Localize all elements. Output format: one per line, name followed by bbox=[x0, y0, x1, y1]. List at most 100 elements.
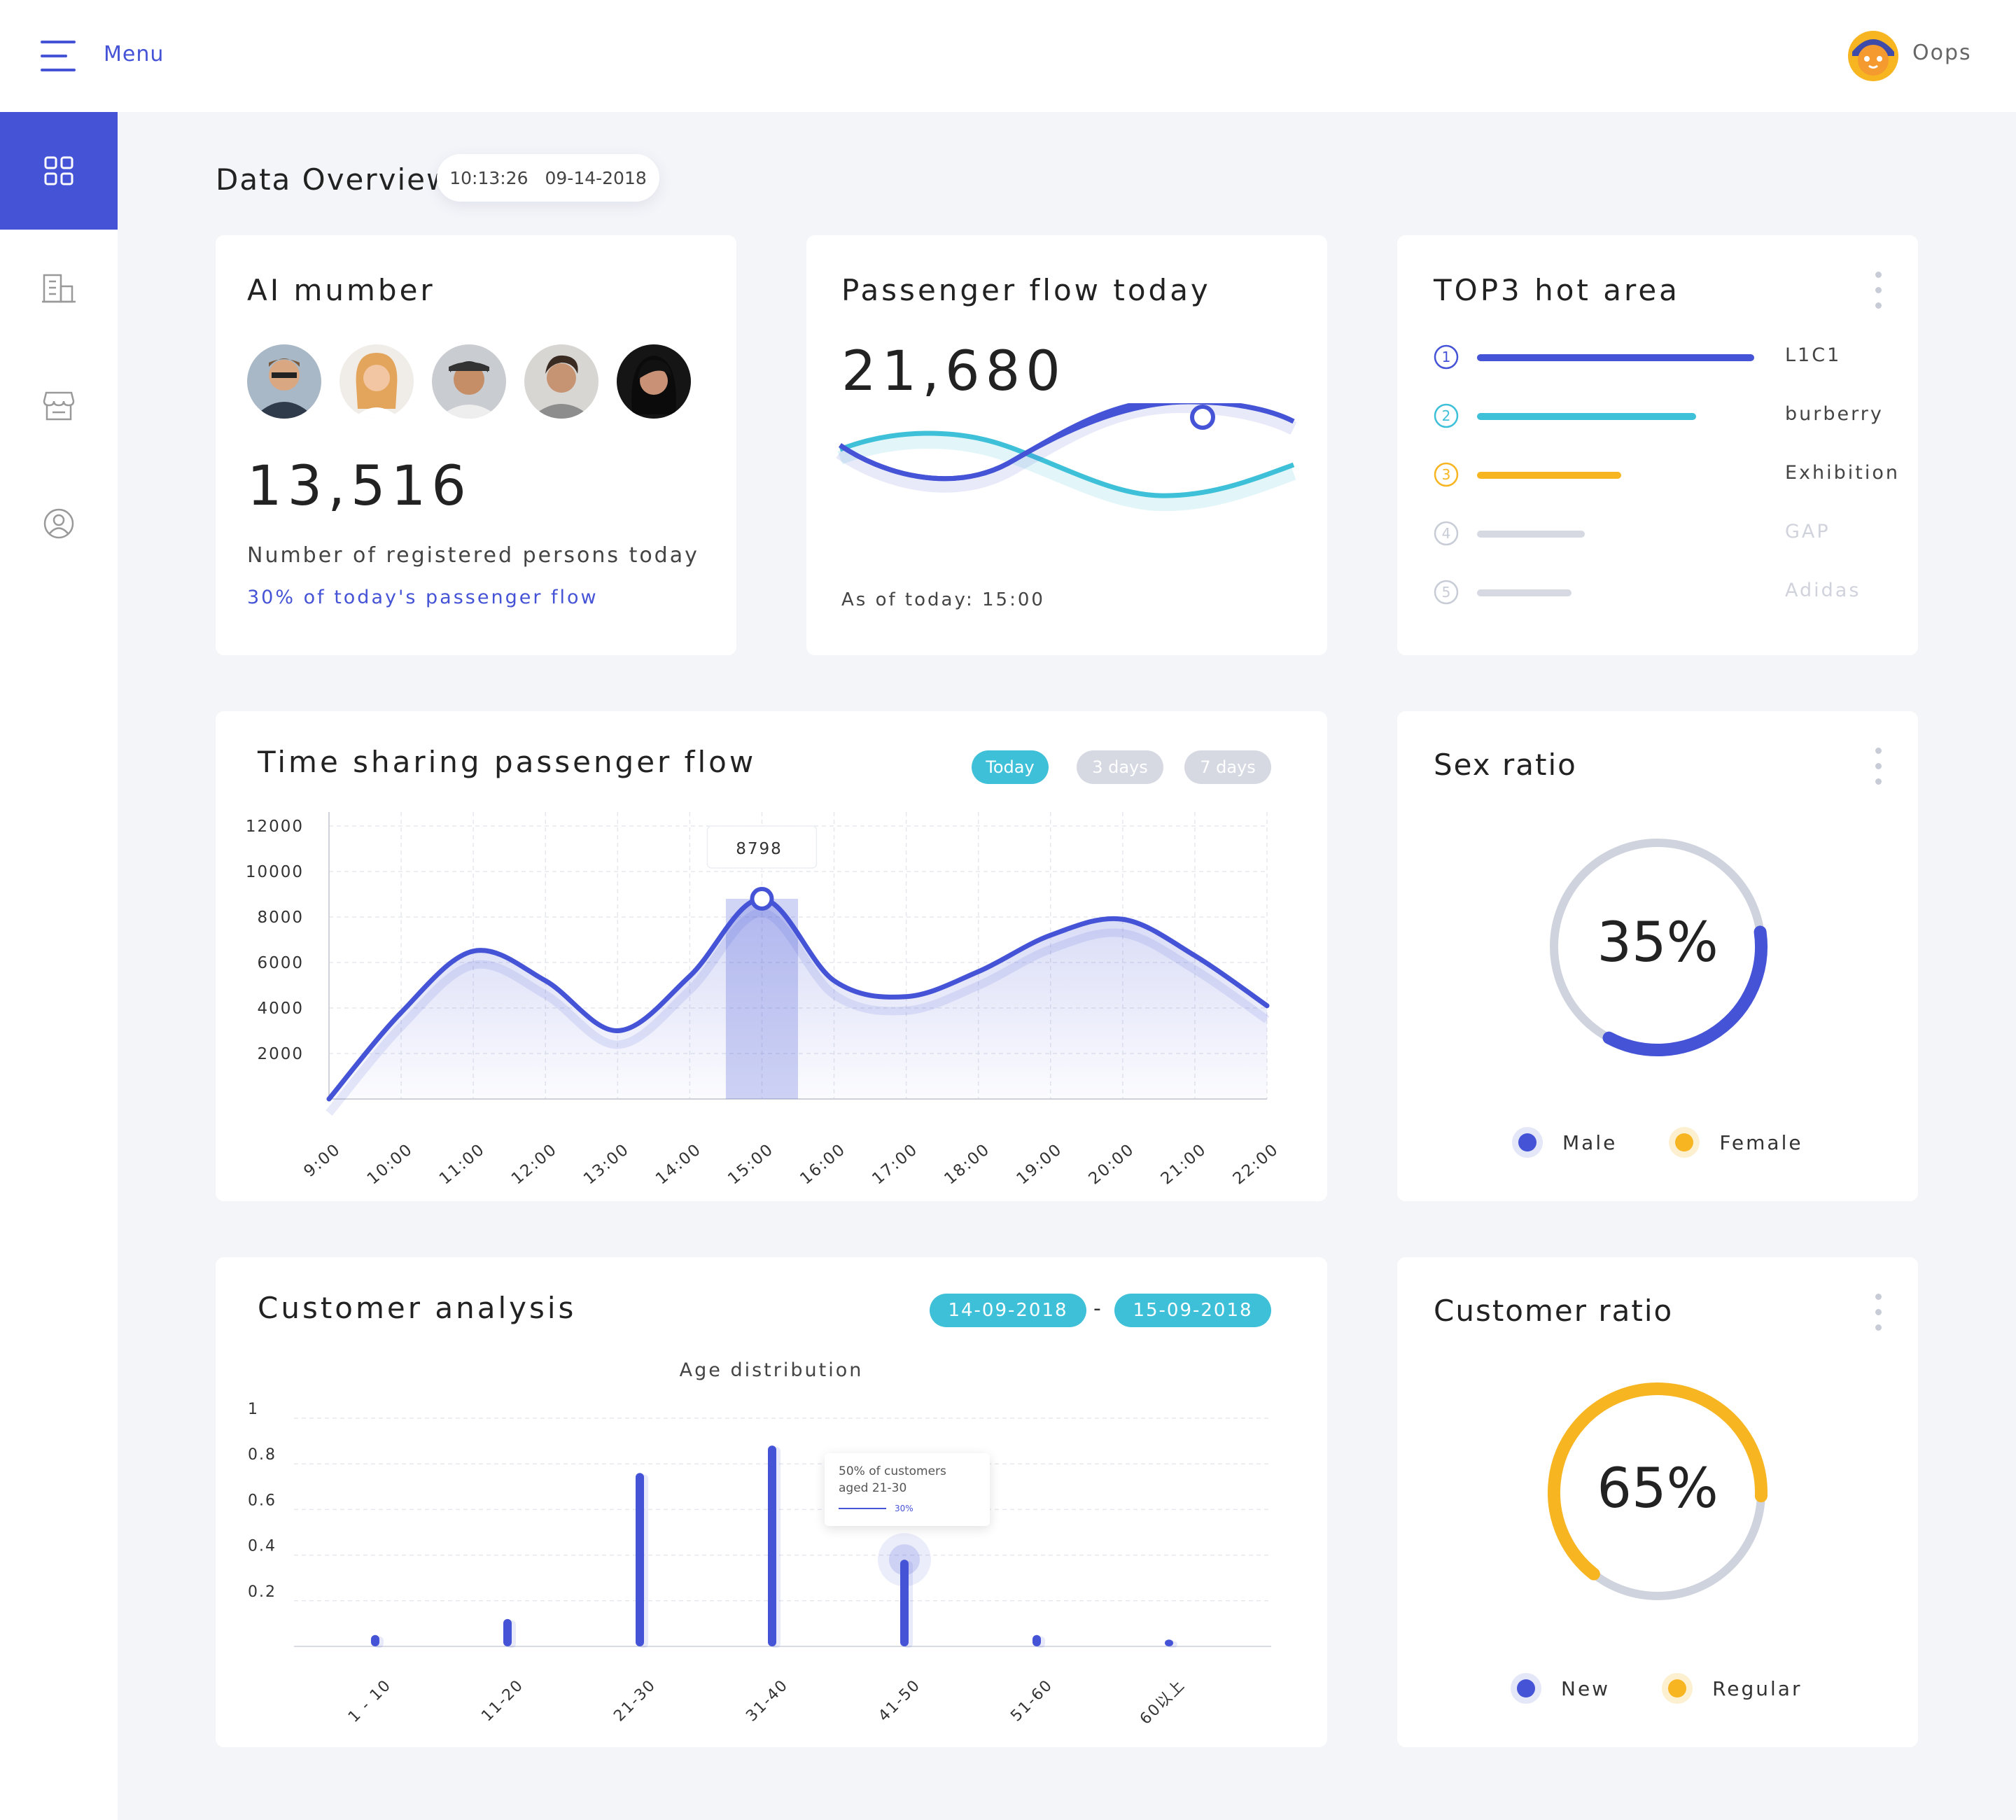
legend-item-regular: Regular bbox=[1662, 1673, 1802, 1704]
avatar[interactable] bbox=[617, 344, 691, 419]
hot-area-row[interactable]: 5 Adidas bbox=[1432, 578, 1894, 609]
rank-label: Adidas bbox=[1785, 580, 1861, 601]
user-name[interactable]: Oops bbox=[1912, 41, 1972, 65]
highlight-point bbox=[750, 887, 774, 911]
rank-bar bbox=[1477, 531, 1585, 538]
sidebar-item-dashboard[interactable] bbox=[0, 112, 118, 230]
timestamp-pill: 10:13:26 09-14-2018 bbox=[437, 154, 659, 202]
legend-dot-male bbox=[1512, 1127, 1543, 1158]
sidebar-item-user[interactable] bbox=[0, 465, 118, 582]
sidebar bbox=[0, 112, 118, 1820]
series-line bbox=[326, 896, 1270, 1102]
bar bbox=[636, 1473, 644, 1646]
tab-today[interactable]: Today bbox=[972, 750, 1049, 784]
hot-area-row[interactable]: 1 L1C1 bbox=[1432, 343, 1894, 374]
avatar[interactable] bbox=[432, 344, 506, 419]
avatar[interactable] bbox=[524, 344, 598, 419]
customer-ratio-donut bbox=[1548, 1382, 1768, 1600]
flow-marker[interactable] bbox=[1182, 403, 1224, 431]
current-date: 09-14-2018 bbox=[545, 167, 647, 188]
rank-bar bbox=[1477, 472, 1621, 479]
svg-text:4: 4 bbox=[1442, 525, 1451, 542]
tab-3-days[interactable]: 3 days bbox=[1077, 750, 1163, 784]
legend-item-female: Female bbox=[1669, 1127, 1802, 1158]
ai-number-value: 13,516 bbox=[247, 455, 472, 518]
rank-bar bbox=[1477, 354, 1754, 361]
store-icon bbox=[43, 391, 75, 421]
sidebar-item-store[interactable] bbox=[0, 347, 118, 465]
rank-badge: 5 bbox=[1434, 580, 1459, 605]
more-menu-icon[interactable] bbox=[1875, 748, 1882, 787]
y-tick-label: 4000 bbox=[257, 1000, 304, 1018]
legend-dot-new bbox=[1511, 1673, 1541, 1704]
top-bar: Menu Oops bbox=[0, 0, 2016, 112]
chart-tooltip bbox=[706, 825, 818, 869]
rank-badge: 1 bbox=[1434, 344, 1459, 370]
x-tick-label: 9:00 bbox=[300, 1140, 344, 1181]
passenger-flow-sparkline bbox=[836, 403, 1297, 512]
page-title: Data Overview bbox=[216, 162, 452, 197]
legend-dot-regular bbox=[1662, 1673, 1693, 1704]
avatar[interactable] bbox=[340, 344, 414, 419]
legend-label: Regular bbox=[1712, 1676, 1802, 1700]
x-tick-label: 41-50 bbox=[875, 1676, 924, 1726]
card-title: Sex ratio bbox=[1434, 748, 1577, 782]
hot-area-row[interactable]: 2 burberry bbox=[1432, 402, 1894, 433]
flow-footer: As of today: 15:00 bbox=[841, 589, 1045, 610]
y-tick-label: 8000 bbox=[257, 909, 304, 927]
legend-item-male: Male bbox=[1512, 1127, 1617, 1158]
date-from-pill[interactable]: 14-09-2018 bbox=[930, 1294, 1086, 1327]
card-title: Customer analysis bbox=[258, 1291, 577, 1325]
legend-label: Female bbox=[1719, 1130, 1803, 1154]
card-title: Customer ratio bbox=[1434, 1294, 1674, 1328]
ai-number-card: AI mumber 13,516 Number of registered pe… bbox=[216, 235, 736, 655]
x-tick-label: 51-60 bbox=[1007, 1676, 1056, 1726]
menu-label[interactable]: Menu bbox=[104, 42, 164, 66]
sidebar-item-building[interactable] bbox=[0, 230, 118, 347]
x-tick-label: 14:00 bbox=[652, 1140, 705, 1189]
menu-icon[interactable] bbox=[41, 41, 76, 71]
passenger-flow-link[interactable]: 30% of today's passenger flow bbox=[247, 587, 598, 608]
more-menu-icon[interactable] bbox=[1875, 272, 1882, 311]
legend-dot-female bbox=[1669, 1127, 1700, 1158]
bar bbox=[768, 1446, 776, 1646]
bar bbox=[1032, 1634, 1041, 1646]
tab-7-days[interactable]: 7 days bbox=[1184, 750, 1271, 784]
bar bbox=[371, 1634, 379, 1646]
customer-ratio-legend: New Regular bbox=[1511, 1673, 1802, 1704]
rank-bar bbox=[1477, 589, 1572, 596]
line-shadow bbox=[326, 908, 1270, 1116]
user-avatar[interactable] bbox=[1848, 31, 1898, 81]
x-tick-label: 11:00 bbox=[436, 1140, 489, 1189]
building-icon bbox=[42, 274, 76, 303]
date-to-pill[interactable]: 15-09-2018 bbox=[1114, 1294, 1271, 1327]
sex-ratio-legend: Male Female bbox=[1512, 1127, 1803, 1158]
svg-text:2: 2 bbox=[1442, 407, 1451, 424]
donut-arc bbox=[1602, 925, 1768, 1056]
hot-area-row[interactable]: 4 GAP bbox=[1432, 519, 1894, 550]
legend-label: New bbox=[1561, 1676, 1611, 1700]
passenger-flow-card: Passenger flow today 21,680 As of today:… bbox=[806, 235, 1327, 655]
x-tick-label: 13:00 bbox=[580, 1140, 633, 1189]
user-icon bbox=[43, 508, 74, 539]
more-menu-icon[interactable] bbox=[1875, 1294, 1882, 1333]
bar bbox=[900, 1560, 909, 1646]
avatar[interactable] bbox=[247, 344, 321, 419]
rank-label: burberry bbox=[1785, 403, 1884, 425]
hot-area-row[interactable]: 3 Exhibition bbox=[1432, 461, 1898, 491]
bar bbox=[1165, 1639, 1173, 1646]
y-tick-label: 0.6 bbox=[248, 1492, 276, 1509]
y-tick-label: 0.4 bbox=[248, 1538, 276, 1555]
x-tick-label: 18:00 bbox=[941, 1140, 993, 1189]
top3-card: TOP3 hot area 1 L1C1 2 burberry 3 Exhibition 4… bbox=[1397, 235, 1918, 655]
customer-ratio-card: Customer ratio 65% New Regular bbox=[1397, 1257, 1918, 1747]
svg-text:1: 1 bbox=[1442, 349, 1451, 365]
y-tick-label: 0.8 bbox=[248, 1446, 276, 1464]
rank-badge: 4 bbox=[1434, 521, 1459, 546]
y-tick-label: 10000 bbox=[246, 863, 304, 881]
current-time: 10:13:26 bbox=[449, 167, 528, 188]
flow-line-blue bbox=[839, 403, 1295, 482]
svg-text:3: 3 bbox=[1442, 466, 1451, 483]
passenger-flow-value: 21,680 bbox=[841, 340, 1066, 403]
y-tick-label: 6000 bbox=[257, 954, 304, 972]
